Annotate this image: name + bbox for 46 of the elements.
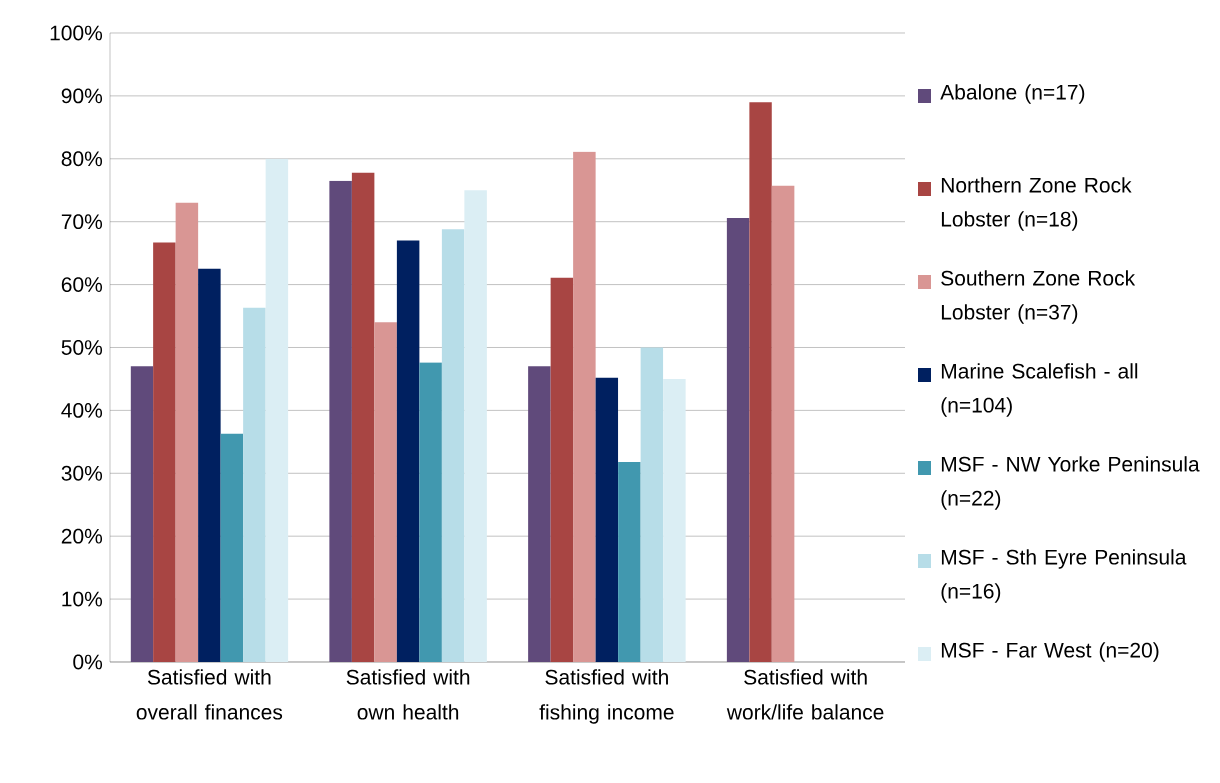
bar <box>220 433 244 662</box>
bar <box>464 190 487 662</box>
y-tick-label: 20% <box>61 528 103 544</box>
bar <box>351 172 375 662</box>
y-tick-label: 10% <box>62 591 103 607</box>
bar <box>640 347 664 662</box>
x-tick-label: Satisfied with work/life balance <box>726 669 884 720</box>
bar <box>441 229 465 662</box>
x-tick-label: Satisfied with overall finances <box>136 669 283 720</box>
bar <box>550 277 574 662</box>
bar <box>726 217 750 662</box>
y-tick-label: 50% <box>61 340 103 355</box>
y-tick-label: 60% <box>61 277 103 293</box>
y-tick-label: 0% <box>73 654 103 670</box>
x-tick-label: Satisfied with fishing income <box>539 669 674 724</box>
legend-label: MSF - Sth Eyre Peninsula (n=16) <box>941 549 1187 603</box>
y-tick-label: 40% <box>61 402 103 418</box>
bar <box>573 151 596 662</box>
bar <box>130 366 154 662</box>
bar <box>595 377 619 662</box>
bar <box>198 268 221 662</box>
bar <box>749 102 772 662</box>
legend-label: Abalone (n=17) <box>940 84 1085 104</box>
bar <box>175 202 199 662</box>
y-tick-label: 100% <box>50 25 103 41</box>
bar <box>528 366 551 662</box>
y-tick-label: 70% <box>61 214 103 230</box>
bar <box>663 378 686 662</box>
legend-label: Southern Zone Rock Lobster (n=37) <box>941 270 1136 324</box>
legend-label: MSF - NW Yorke Peninsula (n=22) <box>941 456 1200 510</box>
bar <box>618 461 641 662</box>
x-tick-label: Satisfied with own health <box>346 669 470 720</box>
y-tick-label: 90% <box>61 88 103 104</box>
legend-label: Marine Scalefish - all (n=104) <box>941 363 1138 417</box>
bar <box>153 242 176 662</box>
y-tick-label: 30% <box>61 465 103 481</box>
bar <box>243 307 266 662</box>
bar <box>396 240 420 662</box>
bar <box>419 362 442 662</box>
bar <box>374 322 397 662</box>
bar <box>329 180 352 662</box>
bar <box>771 185 795 662</box>
y-tick-label: 80% <box>61 151 103 167</box>
bar <box>265 158 289 662</box>
legend-label: Northern Zone Rock Lobster (n=18) <box>941 177 1132 231</box>
legend-label: MSF - Far West (n=20) <box>941 642 1159 662</box>
